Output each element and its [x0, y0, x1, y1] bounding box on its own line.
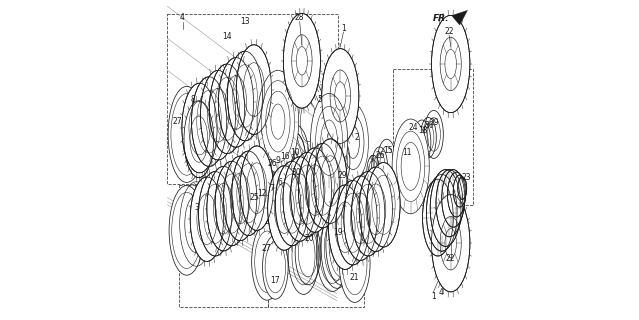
Ellipse shape [291, 152, 324, 237]
Ellipse shape [359, 167, 392, 252]
Ellipse shape [298, 148, 332, 232]
Polygon shape [452, 11, 468, 25]
Ellipse shape [257, 70, 298, 173]
Text: 20: 20 [304, 234, 314, 243]
Text: 23: 23 [462, 173, 472, 182]
Text: 19: 19 [334, 228, 343, 237]
Ellipse shape [314, 139, 347, 223]
Ellipse shape [458, 177, 466, 199]
Text: 30: 30 [424, 121, 434, 130]
Ellipse shape [344, 176, 377, 260]
Ellipse shape [426, 174, 457, 251]
Text: FR.: FR. [433, 14, 450, 23]
Text: 3: 3 [195, 203, 200, 212]
Ellipse shape [351, 172, 385, 256]
Ellipse shape [227, 51, 263, 141]
Ellipse shape [283, 13, 321, 108]
Text: 17: 17 [270, 276, 279, 285]
Text: 30: 30 [291, 168, 301, 177]
Ellipse shape [436, 170, 463, 237]
Ellipse shape [182, 83, 217, 173]
Ellipse shape [392, 119, 429, 214]
Text: 27: 27 [173, 117, 183, 126]
Text: 28: 28 [295, 13, 304, 22]
Text: 16: 16 [280, 152, 289, 161]
Text: 13: 13 [240, 17, 250, 26]
Text: 6: 6 [277, 178, 282, 187]
Ellipse shape [447, 172, 465, 217]
Ellipse shape [283, 157, 316, 241]
Text: 2: 2 [354, 133, 359, 142]
Ellipse shape [431, 15, 470, 113]
Ellipse shape [422, 179, 453, 256]
Ellipse shape [240, 146, 273, 230]
Text: 22: 22 [444, 27, 454, 36]
Text: 18: 18 [418, 126, 427, 135]
Ellipse shape [232, 151, 265, 236]
Ellipse shape [215, 161, 249, 246]
Text: 14: 14 [222, 32, 231, 41]
Text: 11: 11 [402, 148, 412, 157]
Ellipse shape [199, 172, 232, 256]
Text: 8: 8 [190, 95, 195, 104]
Ellipse shape [169, 186, 204, 275]
Ellipse shape [268, 166, 301, 250]
Ellipse shape [442, 170, 465, 227]
Ellipse shape [190, 177, 224, 261]
Ellipse shape [201, 70, 236, 160]
Text: 15: 15 [383, 146, 393, 155]
Ellipse shape [207, 166, 240, 251]
Ellipse shape [210, 64, 245, 154]
Text: 29: 29 [430, 118, 440, 127]
Text: 9: 9 [275, 156, 281, 164]
Text: 4: 4 [438, 288, 443, 297]
Text: 5: 5 [317, 95, 322, 104]
Text: 26: 26 [376, 151, 385, 160]
Text: 27: 27 [262, 244, 272, 252]
Ellipse shape [192, 77, 227, 166]
Text: 25: 25 [249, 193, 259, 202]
Text: 22: 22 [446, 254, 456, 263]
Text: 21: 21 [350, 273, 359, 282]
Ellipse shape [339, 226, 370, 302]
Ellipse shape [168, 86, 205, 182]
Ellipse shape [453, 175, 466, 207]
Ellipse shape [336, 180, 369, 265]
Text: 7: 7 [270, 184, 275, 193]
Ellipse shape [430, 170, 461, 246]
Ellipse shape [184, 101, 213, 178]
Text: 1: 1 [341, 24, 346, 33]
Text: 1: 1 [431, 292, 435, 301]
Text: 24: 24 [408, 123, 418, 132]
Ellipse shape [252, 223, 282, 300]
Ellipse shape [328, 185, 362, 269]
Text: 4: 4 [180, 13, 185, 22]
Text: 10: 10 [291, 148, 300, 156]
Ellipse shape [311, 93, 348, 188]
Ellipse shape [322, 49, 359, 143]
Ellipse shape [306, 143, 339, 228]
Text: 29: 29 [337, 171, 347, 180]
Ellipse shape [367, 163, 400, 247]
Ellipse shape [224, 156, 257, 241]
Ellipse shape [263, 235, 288, 299]
Ellipse shape [431, 195, 470, 292]
Text: 26: 26 [267, 159, 277, 168]
Ellipse shape [219, 58, 254, 147]
Text: 12: 12 [257, 189, 266, 198]
Ellipse shape [236, 45, 272, 134]
Text: 9: 9 [370, 155, 374, 164]
Ellipse shape [275, 161, 309, 246]
